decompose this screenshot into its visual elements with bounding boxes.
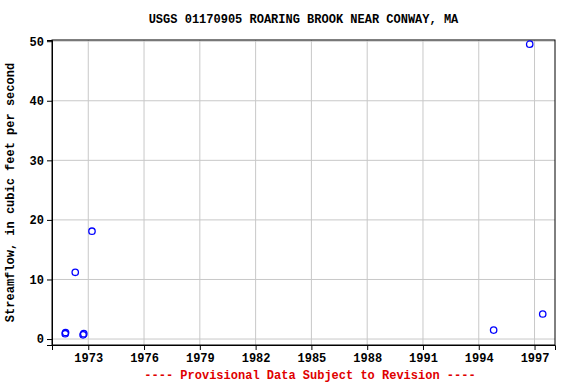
- grid-line: [422, 40, 423, 345]
- grid: [52, 40, 555, 345]
- x-tick-label: 1988: [353, 352, 382, 366]
- chart: 1973 1976 1979 1982 1985 1988 1991 1994 1997 0 10 2…: [0, 0, 576, 384]
- x-tick-mark: [367, 345, 368, 350]
- y-tick-mark: [47, 41, 52, 42]
- point: [540, 311, 546, 317]
- x-tick: 1982: [242, 345, 271, 366]
- grid-line: [52, 339, 555, 340]
- y-tick: 20: [30, 214, 52, 228]
- y-tick-mark: [47, 279, 52, 280]
- x-tick-label: 1985: [297, 352, 326, 366]
- x-tick-label: 1979: [186, 352, 215, 366]
- x-tick-label: 1973: [74, 352, 103, 366]
- x-tick: 1994: [465, 345, 494, 366]
- x-tick-mark: [535, 345, 536, 350]
- y-axis-line: [47, 41, 53, 346]
- x-tick-mark: [256, 345, 257, 350]
- y-axis: 0 10 20 30 40 50: [30, 36, 53, 348]
- x-tick-label: 1976: [130, 352, 159, 366]
- y-tick-mark: [47, 101, 52, 102]
- grid-line: [52, 160, 555, 161]
- y-tick-label: 40: [30, 95, 44, 109]
- x-tick: 1976: [130, 345, 159, 366]
- grid-line: [478, 40, 479, 345]
- y-axis-title: Streamflow, in cubic feet per second: [4, 63, 18, 322]
- x-tick-mark: [423, 345, 424, 350]
- point: [490, 327, 496, 333]
- grid-line: [199, 40, 200, 345]
- grid-line: [52, 219, 555, 220]
- x-tick: 1985: [297, 345, 326, 366]
- y-tick: 10: [30, 274, 52, 288]
- point: [527, 41, 533, 47]
- x-tick-mark: [311, 345, 312, 350]
- y-tick-label: 30: [30, 155, 44, 169]
- x-axis: 1973 1976 1979 1982 1985 1988 1991 1994 1997: [53, 345, 556, 366]
- grid-line: [311, 40, 312, 345]
- x-tick-label: 1997: [521, 352, 550, 366]
- grid-line: [367, 40, 368, 345]
- point: [89, 228, 95, 234]
- y-tick-label: 20: [30, 214, 44, 228]
- annotation: ---- Provisional Data Subject to Revisio…: [144, 369, 475, 383]
- y-tick-label: 50: [30, 36, 44, 50]
- x-tick-label: 1994: [465, 352, 494, 366]
- title: USGS 01170905 ROARING BROOK NEAR CONWAY,…: [149, 13, 459, 27]
- x-tick-mark: [479, 345, 480, 350]
- grid-line: [144, 40, 145, 345]
- y-tick-mark: [47, 220, 52, 221]
- plot-frame: [52, 40, 555, 345]
- x-tick-label: 1991: [409, 352, 438, 366]
- grid-line: [52, 279, 555, 280]
- x-tick-mark: [200, 345, 201, 350]
- x-tick-label: 1982: [242, 352, 271, 366]
- y-tick: 30: [30, 155, 52, 169]
- grid-line: [255, 40, 256, 345]
- x-tick: 1979: [186, 345, 215, 366]
- point: [72, 269, 78, 275]
- y-tick-mark: [47, 339, 52, 340]
- y-tick-label: 10: [30, 274, 44, 288]
- x-tick-mark: [88, 345, 89, 350]
- point: [62, 329, 68, 335]
- x-tick: 1973: [74, 345, 103, 366]
- x-tick: 1997: [521, 345, 550, 366]
- grid-line: [534, 40, 535, 345]
- grid-line: [52, 41, 555, 42]
- x-tick: 1991: [409, 345, 438, 366]
- x-tick: 1988: [353, 345, 382, 366]
- grid-line: [52, 100, 555, 101]
- y-tick-label: 0: [37, 333, 44, 347]
- x-axis-line: [53, 346, 556, 351]
- y-tick: 40: [30, 95, 52, 109]
- y-tick: 50: [30, 36, 52, 50]
- plot: 1973 1976 1979 1982 1985 1988 1991 1994 1997 0 10 2…: [30, 36, 556, 366]
- point: [81, 330, 87, 336]
- grid-line: [88, 40, 89, 345]
- y-tick-mark: [47, 160, 52, 161]
- x-tick-mark: [144, 345, 145, 350]
- y-tick: 0: [37, 333, 52, 347]
- points: [62, 41, 546, 338]
